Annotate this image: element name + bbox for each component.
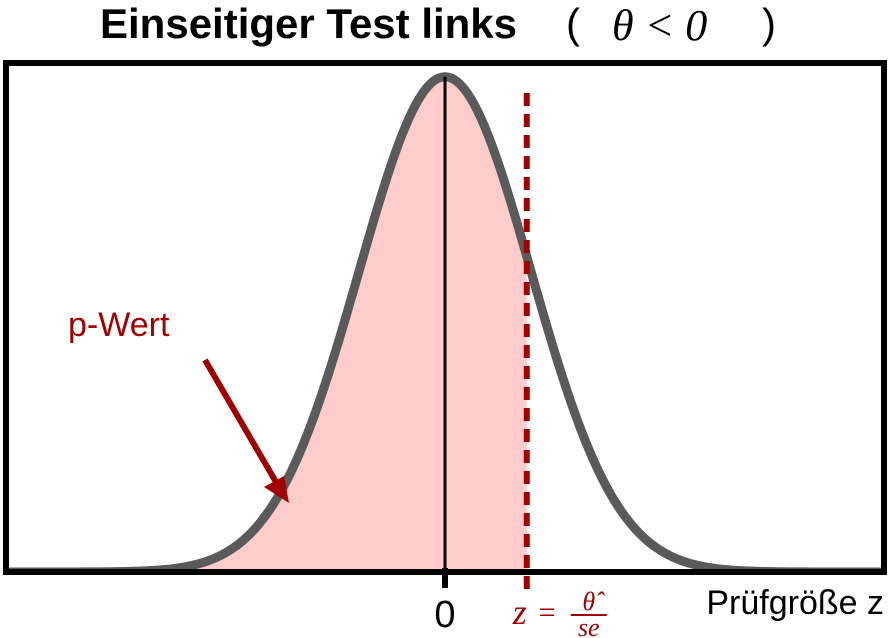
p-value-arrow xyxy=(202,358,289,503)
chart-title: Einseitiger Test links ( θ < 0 ) xyxy=(100,0,776,50)
z-formula-denominator: se xyxy=(578,613,600,638)
x-tick-label-0: 0 xyxy=(434,594,455,636)
z-formula-var: z xyxy=(512,592,527,632)
p-value-arrow-head xyxy=(264,476,289,503)
title-paren-open: ( xyxy=(566,0,580,47)
z-formula-eq: = xyxy=(537,596,557,629)
x-axis-label: Prüfgröße z xyxy=(706,584,884,622)
title-math: θ < 0 xyxy=(612,1,707,50)
p-value-arrow-shaft xyxy=(202,358,279,484)
z-formula-numerator: θ̂ xyxy=(582,587,605,616)
p-value-area xyxy=(159,76,527,570)
p-value-label: p-Wert xyxy=(68,306,170,344)
z-formula: z = θ̂ se xyxy=(512,587,607,638)
title-paren-close: ) xyxy=(762,0,776,47)
title-text: Einseitiger Test links xyxy=(100,0,517,47)
